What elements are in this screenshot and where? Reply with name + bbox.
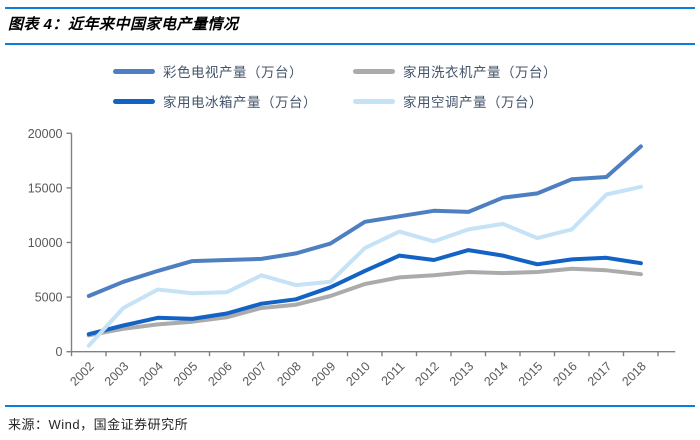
x-axis-tick-label: 2003 (102, 359, 132, 389)
x-axis-tick-label: 2009 (309, 359, 339, 389)
x-axis-tick-label: 2014 (481, 359, 511, 389)
legend-label: 家用电冰箱产量（万台） (163, 95, 317, 110)
legend-swatch-icon (353, 68, 395, 74)
legend-item-1: 家用洗衣机产量（万台） (353, 61, 587, 81)
legend-item-2: 家用电冰箱产量（万台） (113, 91, 347, 111)
x-axis-tick-label: 2010 (343, 359, 373, 389)
legend-item-0: 彩色电视产量（万台） (113, 61, 347, 81)
x-axis-tick-label: 2016 (550, 359, 580, 389)
x-axis-tick-label: 2008 (274, 359, 304, 389)
x-axis-tick-label: 2005 (171, 359, 201, 389)
x-axis-tick-label: 2018 (619, 359, 649, 389)
chart-legend: 彩色电视产量（万台） 家用洗衣机产量（万台） 家用电冰箱产量（万台） 家用空调产量（万… (0, 61, 700, 111)
y-axis-tick-label: 0 (56, 345, 63, 359)
footer-divider (5, 405, 695, 407)
legend-swatch-icon (113, 68, 155, 74)
legend-swatch-icon (113, 98, 155, 104)
source-note: 来源：Wind，国金证券研究所 (8, 417, 189, 432)
legend-label: 家用空调产量（万台） (403, 95, 543, 110)
x-axis-tick-label: 2012 (412, 359, 442, 389)
series-line-2 (86, 248, 643, 337)
x-axis-tick-label: 2007 (240, 359, 270, 389)
legend-swatch-icon (353, 98, 395, 104)
x-axis-tick-label: 2006 (205, 359, 235, 389)
legend-item-3: 家用空调产量（万台） (353, 91, 587, 111)
x-axis-tick-label: 2011 (379, 359, 408, 388)
top-divider (5, 7, 695, 9)
x-axis-tick-label: 2017 (585, 359, 615, 389)
series-line-1 (86, 266, 643, 338)
legend-grid: 彩色电视产量（万台） 家用洗衣机产量（万台） 家用电冰箱产量（万台） 家用空调产量（万… (113, 61, 587, 111)
y-axis-tick-label: 20000 (28, 127, 63, 141)
x-axis-tick-label: 2002 (67, 359, 97, 389)
x-axis-tick-label: 2013 (447, 359, 477, 389)
y-axis-tick-label: 10000 (28, 236, 63, 250)
page-title: 图表 4：近年来中国家电产量情况 (8, 16, 239, 33)
title-divider (5, 43, 695, 45)
y-axis-tick-label: 15000 (28, 181, 63, 195)
y-axis-tick-label: 5000 (35, 291, 63, 305)
x-axis-tick-label: 2004 (136, 359, 166, 389)
legend-label: 家用洗衣机产量（万台） (403, 65, 557, 80)
legend-label: 彩色电视产量（万台） (163, 65, 303, 80)
x-axis-tick-label: 2015 (516, 359, 546, 389)
series-line-3 (86, 184, 643, 348)
series-line-0 (86, 144, 643, 298)
